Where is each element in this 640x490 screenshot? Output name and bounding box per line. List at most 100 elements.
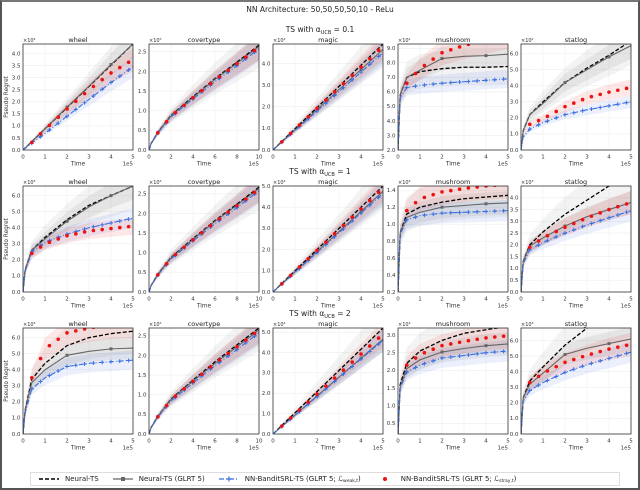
marker-banditsrl-stray — [376, 190, 381, 195]
marker-banditsrl-weak — [341, 85, 346, 90]
marker-banditsrl-stray — [91, 84, 96, 89]
x-tick-label: 1 — [418, 439, 422, 445]
marker-banditsrl-stray — [580, 217, 585, 222]
marker-banditsrl-weak — [615, 353, 620, 358]
marker-banditsrl-stray — [440, 50, 444, 55]
row-title-1: TS with αUCB = 0.1 — [0, 26, 640, 36]
series-line-banditsrl-weak — [398, 78, 508, 150]
marker-banditsrl-weak — [413, 215, 418, 220]
marker-banditsrl-stray — [156, 414, 160, 419]
marker-banditsrl-stray — [297, 408, 302, 412]
marker-banditsrl-weak — [413, 84, 418, 89]
x-tick-label: 3 — [337, 439, 341, 445]
y-tick-label: 1.0 — [138, 251, 147, 257]
marker-banditsrl-stray — [572, 357, 576, 362]
marker-banditsrl-stray — [288, 273, 293, 278]
x-tick-label: 2 — [169, 155, 173, 161]
marker-banditsrl-stray — [350, 215, 355, 220]
marker-banditsrl-stray — [30, 375, 34, 380]
marker-banditsrl-stray — [47, 343, 52, 348]
x-offset-label: 1e5 — [621, 446, 632, 452]
series-line-neural-ts-glrt — [398, 202, 508, 292]
marker-banditsrl-stray — [368, 56, 372, 61]
confidence-band-banditsrl-stray — [149, 328, 259, 434]
marker-banditsrl-stray — [306, 114, 311, 119]
subplot-mushroom: 2.0 3.0 4.0 5.0 6.0 7.0 8.0 9.0 0 1 2 3 4 5 mushroom ×1… — [387, 36, 511, 168]
marker-banditsrl-stray — [217, 217, 222, 221]
plot-area — [149, 328, 259, 434]
marker-banditsrl-weak — [341, 371, 346, 376]
x-tick-label: 4 — [484, 439, 488, 445]
marker-banditsrl-stray — [324, 240, 328, 244]
x-axis-label: Time — [568, 162, 584, 168]
y-tick-label: 3.5 — [12, 63, 21, 69]
marker-banditsrl-weak — [404, 85, 409, 90]
marker-banditsrl-weak — [82, 100, 87, 105]
x-tick-label: 5 — [381, 439, 385, 445]
series-line-neural-ts — [273, 44, 383, 150]
x-tick-label: 2 — [65, 439, 69, 445]
marker-banditsrl-stray — [466, 44, 471, 47]
x-tick-label: 10 — [256, 155, 263, 161]
y-offset-label: ×10³ — [23, 180, 36, 186]
x-offset-label: 1e5 — [123, 162, 134, 168]
marker-banditsrl-stray — [74, 329, 78, 333]
series-line-banditsrl-weak — [273, 193, 383, 292]
x-tick-label: 1 — [43, 439, 47, 445]
confidence-band-neural-ts — [398, 48, 508, 150]
y-tick-label: 0.0 — [262, 148, 271, 154]
y-tick-label: 3.0 — [510, 385, 519, 391]
marker-banditsrl-stray — [624, 202, 629, 206]
legend-item-neural-ts: Neural-TS — [39, 475, 99, 484]
x-tick-label: 5 — [629, 297, 633, 303]
y-tick-label: 1.4 — [387, 188, 396, 194]
marker-banditsrl-stray — [191, 237, 195, 242]
marker-banditsrl-weak — [117, 219, 122, 224]
series-line-neural-ts — [273, 186, 383, 292]
plot-area — [273, 186, 383, 292]
marker-banditsrl-weak — [484, 209, 488, 214]
marker-banditsrl-weak — [440, 211, 444, 216]
marker-banditsrl-weak — [117, 359, 122, 364]
marker-banditsrl-stray — [332, 90, 337, 94]
marker-banditsrl-stray — [440, 190, 444, 194]
marker-banditsrl-stray — [341, 368, 346, 372]
confidence-band-neural-ts-glrt — [23, 336, 133, 434]
y-tick-label: 3.0 — [387, 133, 396, 139]
x-axis-label: Time — [445, 446, 461, 452]
confidence-band-neural-ts — [149, 186, 259, 292]
plot-area — [149, 186, 259, 292]
x-tick-label: 2 — [563, 155, 567, 161]
confidence-band-neural-ts-glrt — [149, 44, 259, 150]
x-tick-label: 4 — [109, 297, 113, 303]
marker-banditsrl-weak — [536, 122, 541, 127]
marker-banditsrl-stray — [624, 86, 629, 91]
marker-banditsrl-stray — [315, 248, 319, 253]
marker-banditsrl-stray — [405, 208, 409, 213]
series-line-neural-ts — [521, 44, 628, 150]
y-tick-label: 6.0 — [510, 51, 519, 57]
confidence-band-neural-ts — [23, 328, 133, 434]
marker-banditsrl-stray — [359, 65, 363, 69]
x-tick-label: 3 — [87, 439, 91, 445]
marker-banditsrl-stray — [118, 225, 122, 230]
y-tick-label: 0.0 — [510, 290, 519, 296]
x-tick-label: 2 — [169, 439, 173, 445]
marker-banditsrl-weak — [431, 358, 436, 363]
x-tick-label: 4 — [359, 155, 363, 161]
subplot-statlog: 0.0 1.0 2.0 3.0 4.0 5.0 6.0 0 1 2 3 4 5 statlog ×10² Ti… — [510, 36, 634, 168]
series-line-banditsrl-weak — [149, 48, 259, 150]
marker-banditsrl-weak — [598, 358, 603, 363]
marker-banditsrl-weak — [56, 369, 61, 374]
row-title-sub: UCB — [324, 313, 335, 320]
marker-banditsrl-stray — [413, 200, 418, 205]
x-tick-label: 3 — [585, 297, 589, 303]
marker-banditsrl-stray — [580, 97, 585, 102]
marker-banditsrl-stray — [208, 365, 213, 369]
marker-banditsrl-stray — [545, 114, 550, 119]
marker-banditsrl-weak — [91, 94, 96, 99]
marker-banditsrl-stray — [164, 403, 169, 408]
marker-banditsrl-weak — [624, 351, 629, 356]
y-tick-label: 1.0 — [510, 132, 519, 138]
y-tick-label: 0.0 — [510, 148, 519, 154]
